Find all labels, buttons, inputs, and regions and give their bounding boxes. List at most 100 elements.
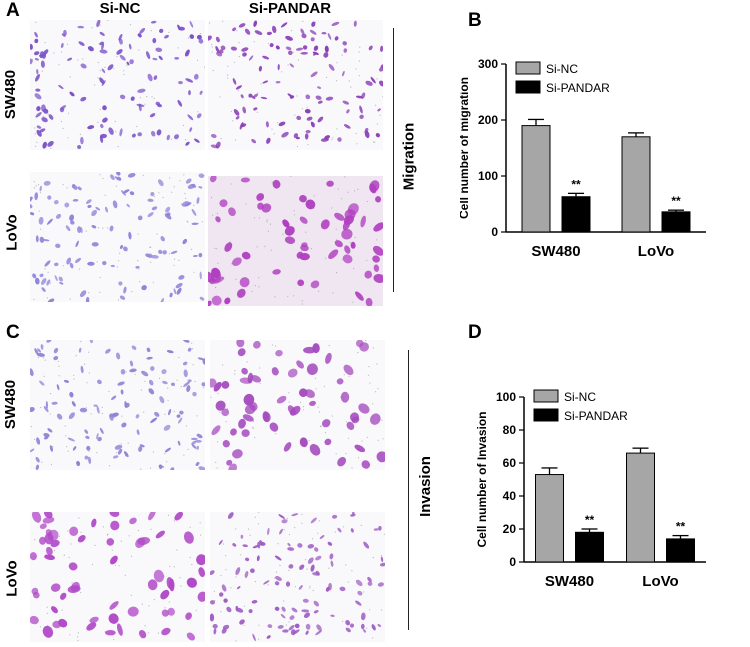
stained-cell bbox=[38, 216, 44, 225]
micrograph-speck bbox=[67, 530, 69, 532]
stained-cell bbox=[48, 114, 54, 120]
panel-label-d: D bbox=[468, 322, 482, 343]
micrograph-speck bbox=[61, 609, 63, 611]
micrograph-speck bbox=[200, 534, 202, 536]
stained-cell bbox=[233, 109, 240, 116]
micrograph-speck bbox=[187, 55, 189, 57]
micrograph-background bbox=[210, 512, 385, 642]
stained-cell bbox=[191, 444, 197, 449]
stained-cell bbox=[30, 196, 33, 203]
stained-cell bbox=[210, 134, 217, 138]
stained-cell bbox=[236, 340, 245, 348]
stained-cell bbox=[315, 95, 322, 100]
micrograph-speck bbox=[372, 403, 374, 405]
stained-cell bbox=[80, 63, 87, 69]
stained-cell bbox=[135, 265, 140, 269]
stained-cell bbox=[34, 38, 39, 44]
stained-cell bbox=[149, 113, 156, 118]
micrograph-speck bbox=[222, 364, 224, 366]
category-label: LoVo bbox=[638, 243, 674, 260]
stained-cell bbox=[168, 408, 172, 416]
micrograph-speck bbox=[64, 425, 66, 427]
stained-cell bbox=[173, 288, 177, 295]
micrograph-speck bbox=[317, 532, 319, 534]
stained-cell bbox=[198, 186, 203, 189]
stained-cell bbox=[47, 529, 59, 542]
stained-cell bbox=[253, 20, 258, 27]
stained-cell bbox=[294, 623, 300, 629]
stained-cell bbox=[365, 80, 373, 86]
stained-cell bbox=[84, 429, 89, 434]
stained-cell bbox=[135, 414, 140, 419]
stained-cell bbox=[39, 523, 47, 530]
panel-label-c: C bbox=[6, 322, 20, 343]
stained-cell bbox=[91, 518, 97, 528]
stained-cell bbox=[44, 435, 49, 440]
stained-cell bbox=[248, 93, 253, 98]
stained-cell bbox=[77, 186, 82, 191]
micrograph-speck bbox=[119, 252, 121, 254]
stained-cell bbox=[354, 444, 366, 453]
micrograph-speck bbox=[296, 95, 298, 97]
y-tick-label: 100 bbox=[496, 390, 516, 404]
stained-cell bbox=[244, 570, 249, 579]
micrograph-speck bbox=[50, 393, 52, 395]
micrograph-speck bbox=[69, 298, 71, 300]
stained-cell bbox=[288, 50, 293, 56]
stained-cell bbox=[232, 78, 237, 85]
micrograph-speck bbox=[306, 568, 308, 570]
micrograph-speck bbox=[288, 621, 290, 623]
stained-cell bbox=[196, 433, 203, 439]
stained-cell bbox=[166, 134, 170, 141]
stained-cell bbox=[272, 269, 281, 275]
stained-cell bbox=[210, 176, 217, 183]
micrograph-speck bbox=[91, 27, 93, 29]
micrograph-speck bbox=[30, 426, 32, 428]
micrograph-speck bbox=[348, 80, 350, 82]
micrograph-speck bbox=[256, 111, 258, 113]
micrograph-speck bbox=[129, 24, 132, 26]
stained-cell bbox=[306, 363, 318, 375]
stained-cell bbox=[129, 360, 134, 367]
stained-cell bbox=[241, 47, 249, 52]
stained-cell bbox=[315, 629, 323, 636]
micrograph-speck bbox=[77, 632, 79, 634]
micrograph-speck bbox=[363, 131, 365, 133]
micrograph-speck bbox=[310, 248, 313, 250]
micrograph-speck bbox=[344, 176, 346, 178]
micrograph-speck bbox=[277, 122, 279, 124]
stained-cell bbox=[30, 368, 34, 377]
stained-cell bbox=[166, 576, 174, 590]
micrograph-speck bbox=[37, 357, 39, 359]
micrograph-speck bbox=[79, 133, 81, 135]
stained-cell bbox=[85, 199, 92, 204]
stained-cell bbox=[44, 260, 51, 267]
stained-cell bbox=[275, 349, 283, 357]
stained-cell bbox=[213, 628, 217, 635]
legend-label: Si-NC bbox=[546, 62, 578, 76]
micrograph-speck bbox=[153, 97, 155, 99]
micrograph-speck bbox=[258, 638, 260, 640]
micrograph-speck bbox=[252, 420, 255, 422]
stained-cell bbox=[371, 624, 376, 631]
stained-cell bbox=[91, 209, 97, 217]
legend-label: Si-PANDAR bbox=[546, 81, 610, 95]
micrograph-speck bbox=[191, 248, 193, 250]
micrograph-speck bbox=[345, 421, 347, 423]
stained-cell bbox=[128, 231, 132, 240]
stained-cell bbox=[238, 418, 246, 429]
stained-cell bbox=[102, 117, 108, 123]
stained-cell bbox=[39, 380, 45, 386]
micrograph-speck bbox=[137, 233, 139, 235]
stained-cell bbox=[166, 212, 171, 217]
micrograph-speck bbox=[225, 421, 227, 423]
micrograph-speck bbox=[80, 531, 82, 533]
stained-cell bbox=[75, 240, 79, 248]
micrograph-speck bbox=[85, 230, 87, 232]
stained-cell bbox=[171, 382, 175, 387]
invasion-label: Invasion bbox=[416, 456, 434, 517]
stained-cell bbox=[107, 64, 114, 71]
stained-cell bbox=[191, 208, 197, 216]
micrograph-speck bbox=[65, 435, 67, 437]
stained-cell bbox=[137, 88, 146, 93]
